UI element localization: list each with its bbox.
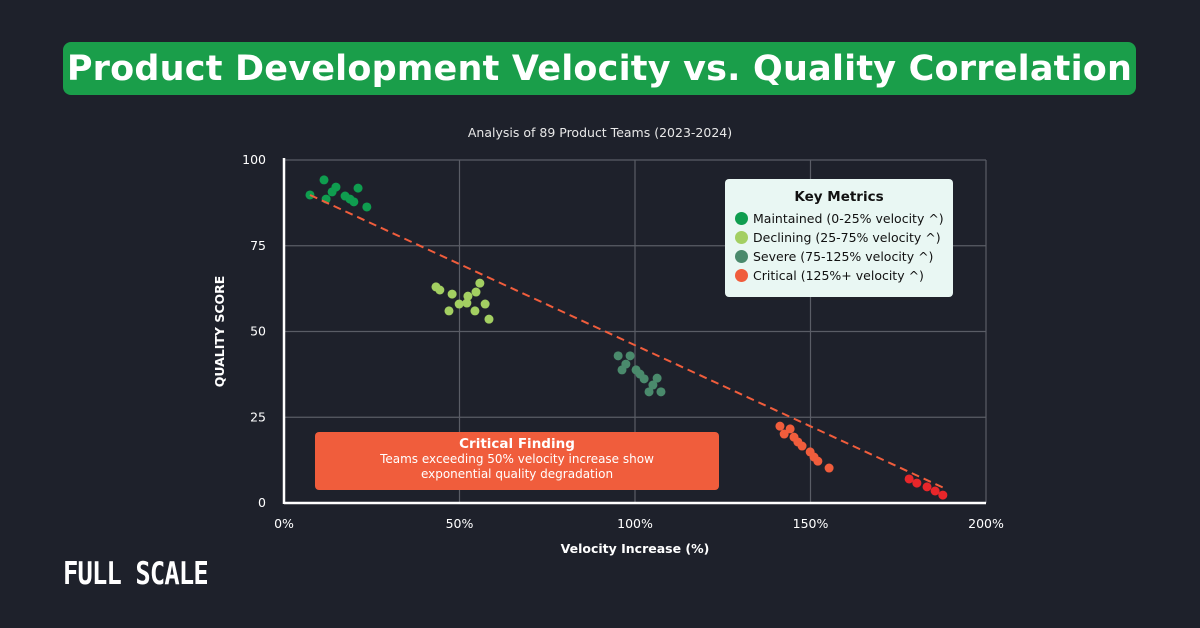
- legend-item-maintained: Maintained (0-25% velocity ^): [725, 209, 953, 228]
- data-point: [353, 183, 363, 193]
- data-point: [813, 456, 823, 466]
- data-point: [319, 175, 329, 185]
- legend-dot: [735, 269, 748, 282]
- data-point: [471, 287, 481, 297]
- x-axis-label: Velocity Increase (%): [561, 541, 710, 556]
- legend-dot: [735, 250, 748, 263]
- x-tick-label: 150%: [793, 516, 829, 531]
- data-point: [613, 351, 623, 361]
- legend-label: Severe (75-125% velocity ^): [753, 249, 934, 264]
- y-tick-label: 25: [250, 409, 266, 424]
- y-tick-label: 100: [242, 152, 266, 167]
- legend-item-severe: Severe (75-125% velocity ^): [725, 247, 953, 266]
- legend: Key Metrics Maintained (0-25% velocity ^…: [725, 179, 953, 297]
- data-point: [648, 380, 658, 390]
- legend-label: Critical (125%+ velocity ^): [753, 268, 924, 283]
- data-point: [775, 421, 785, 431]
- data-point: [644, 387, 654, 397]
- data-point: [435, 285, 445, 295]
- x-tick-label: 50%: [446, 516, 474, 531]
- data-point: [454, 299, 464, 309]
- x-tick-label: 100%: [617, 516, 653, 531]
- data-point: [463, 291, 473, 301]
- callout-title: Critical Finding: [459, 436, 575, 452]
- y-tick-label: 0: [258, 495, 266, 510]
- y-tick-label: 75: [250, 238, 266, 253]
- data-point: [938, 490, 948, 500]
- x-tick-label: 0%: [274, 516, 294, 531]
- critical-finding-callout: Critical Finding Teams exceeding 50% vel…: [315, 432, 719, 490]
- legend-item-critical: Critical (125%+ velocity ^): [725, 266, 953, 285]
- data-point: [470, 306, 480, 316]
- page-title: Product Development Velocity vs. Quality…: [66, 48, 1133, 89]
- data-point: [484, 314, 494, 324]
- data-point: [617, 365, 627, 375]
- legend-dot: [735, 212, 748, 225]
- data-point: [912, 478, 922, 488]
- data-point: [625, 351, 635, 361]
- data-point: [922, 482, 932, 492]
- data-point: [652, 373, 662, 383]
- data-point: [824, 463, 834, 473]
- x-tick-label: 200%: [968, 516, 1004, 531]
- data-point: [447, 289, 457, 299]
- data-point: [444, 306, 454, 316]
- data-point: [639, 374, 649, 384]
- data-point: [797, 441, 807, 451]
- data-point: [331, 182, 341, 192]
- legend-label: Maintained (0-25% velocity ^): [753, 211, 944, 226]
- data-point: [904, 474, 914, 484]
- y-tick-label: 50: [250, 324, 266, 339]
- data-point: [656, 387, 666, 397]
- y-axis-label: QUALITY SCORE: [212, 276, 227, 388]
- data-point: [930, 486, 940, 496]
- callout-line: exponential quality degradation: [420, 467, 614, 481]
- chart-subtitle: Analysis of 89 Product Teams (2023-2024): [467, 125, 733, 140]
- data-point: [785, 424, 795, 434]
- data-point: [362, 202, 372, 212]
- legend-item-declining: Declining (25-75% velocity ^): [725, 228, 953, 247]
- data-point: [349, 197, 359, 207]
- legend-title: Key Metrics: [794, 189, 884, 205]
- full-scale-logo: FULL SCALE: [63, 556, 209, 592]
- data-point: [480, 299, 490, 309]
- callout-line: Teams exceeding 50% velocity increase sh…: [380, 452, 654, 466]
- legend-dot: [735, 231, 748, 244]
- data-point: [779, 429, 789, 439]
- title-banner: Product Development Velocity vs. Quality…: [63, 42, 1136, 95]
- data-point: [475, 278, 485, 288]
- data-point: [462, 298, 472, 308]
- legend-label: Declining (25-75% velocity ^): [753, 230, 941, 245]
